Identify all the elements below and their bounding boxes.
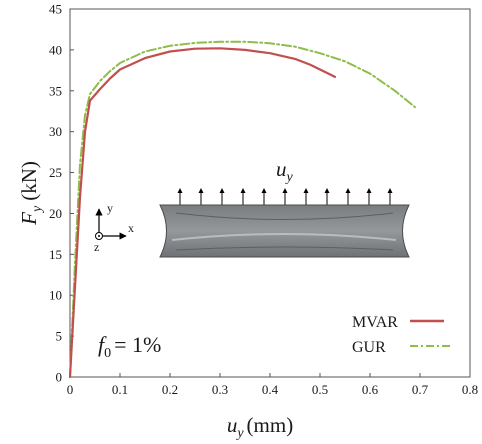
y-tick-label: 45 xyxy=(49,2,62,17)
load-arrow-head xyxy=(345,188,351,193)
y-tick-label: 25 xyxy=(49,165,62,180)
y-axis-ticks: 0 5 10 15 20 25 30 35 40 45 xyxy=(49,2,74,385)
x-axis-label: uy (mm) xyxy=(227,413,293,441)
specimen-mid-highlight xyxy=(171,233,397,241)
load-arrow-head xyxy=(303,188,309,193)
load-arrow-head xyxy=(324,188,330,193)
specimen-bottom-curve xyxy=(175,246,394,251)
legend-label-mvar: MVAR xyxy=(352,314,398,331)
series-line-mvar xyxy=(68,47,337,379)
f0-annotation: f0 = 1% xyxy=(98,332,161,361)
y-axis-label: Fy(kN) xyxy=(17,161,45,226)
x-tick-label: 0.8 xyxy=(462,382,478,397)
triad-z-label: z xyxy=(94,240,99,254)
legend: MVAR GUR xyxy=(352,314,450,356)
specimen-inset: uy xyxy=(159,157,410,258)
y-tick-label: 35 xyxy=(49,83,62,98)
x-tick-label: 0.7 xyxy=(412,382,429,397)
load-arrow-head xyxy=(219,188,225,193)
series-layer xyxy=(68,40,416,379)
load-arrow-head xyxy=(282,188,288,193)
y-tick-label: 15 xyxy=(49,247,62,262)
load-arrow-head xyxy=(261,188,267,193)
triad-y-label: y xyxy=(107,201,113,215)
y-tick-label: 40 xyxy=(49,42,62,57)
x-tick-label: 0.3 xyxy=(212,382,228,397)
legend-label-gur: GUR xyxy=(352,339,386,356)
specimen-top-curve xyxy=(175,212,394,220)
coordinate-triad: y x z xyxy=(94,201,134,254)
x-tick-label: 0.6 xyxy=(362,382,379,397)
load-arrow-head xyxy=(240,188,246,193)
x-tick-label: 0.4 xyxy=(262,382,279,397)
y-tick-label: 10 xyxy=(49,288,62,303)
y-tick-label: 0 xyxy=(56,370,63,385)
series-line-gur xyxy=(69,40,416,378)
x-tick-label: 0.5 xyxy=(312,382,328,397)
specimen-body xyxy=(159,204,410,258)
x-tick-label: 0 xyxy=(67,382,74,397)
x-axis-ticks: 0 0.1 0.2 0.3 0.4 0.5 0.6 0.7 0.8 xyxy=(67,373,478,397)
y-tick-label: 20 xyxy=(49,206,62,221)
triad-x-label: x xyxy=(128,221,134,235)
load-arrows xyxy=(177,188,393,205)
load-arrow-head xyxy=(387,188,393,193)
x-tick-label: 0.1 xyxy=(112,382,128,397)
y-tick-label: 30 xyxy=(49,124,62,139)
load-arrow-head xyxy=(177,188,183,193)
load-arrow-head xyxy=(198,188,204,193)
x-tick-label: 0.2 xyxy=(162,382,178,397)
load-arrow-head xyxy=(366,188,372,193)
y-tick-label: 5 xyxy=(56,329,63,344)
uy-annotation: uy xyxy=(276,157,294,185)
